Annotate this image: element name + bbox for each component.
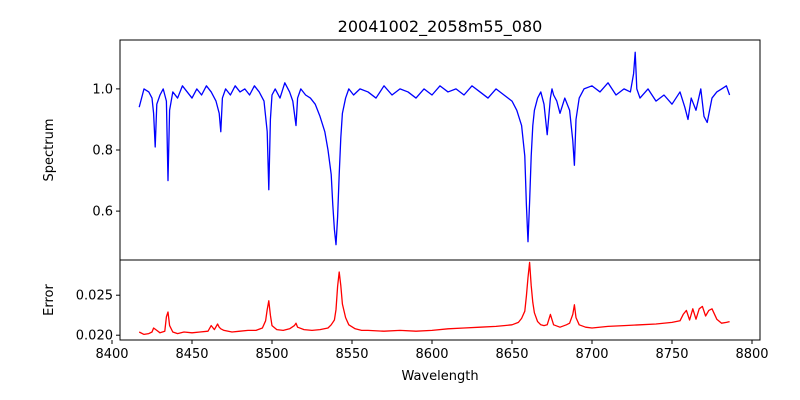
error-y-axis-label: Error — [42, 284, 57, 316]
x-tick-label: 8800 — [735, 347, 768, 362]
x-tick-label: 8450 — [175, 347, 208, 362]
x-tick-label: 8750 — [655, 347, 688, 362]
x-tick-label: 8400 — [95, 347, 128, 362]
error-series-line — [138, 261, 730, 336]
spectrum-y-ticks: 0.6 0.8 1.0 — [92, 82, 120, 220]
spectrum-y-tick-label: 0.6 — [92, 205, 113, 220]
x-axis-label: Wavelength — [401, 369, 478, 384]
x-tick-label: 8700 — [575, 347, 608, 362]
x-tick-label: 8600 — [415, 347, 448, 362]
spectrum-y-axis-label: Spectrum — [42, 119, 57, 182]
x-tick-label: 8650 — [495, 347, 528, 362]
spectrum-y-tick-label: 0.8 — [92, 144, 113, 159]
error-y-tick-label: 0.025 — [76, 289, 113, 304]
x-tick-label: 8550 — [335, 347, 368, 362]
chart-title: 20041002_2058m55_080 — [338, 17, 543, 37]
spectrum-y-tick-label: 1.0 — [92, 82, 113, 97]
wavelength-x-ticks: 8400 8450 8500 8550 8600 8650 8700 8750 8800 — [95, 340, 769, 362]
error-y-ticks: 0.020 0.025 — [76, 289, 120, 344]
error-plot-frame — [119, 259, 761, 341]
x-tick-label: 8500 — [255, 347, 288, 362]
error-y-tick-label: 0.020 — [76, 329, 113, 344]
spectrum-panel: 0.6 0.8 1.0 Spectrum — [42, 39, 761, 261]
spectrum-series-line — [138, 51, 731, 246]
